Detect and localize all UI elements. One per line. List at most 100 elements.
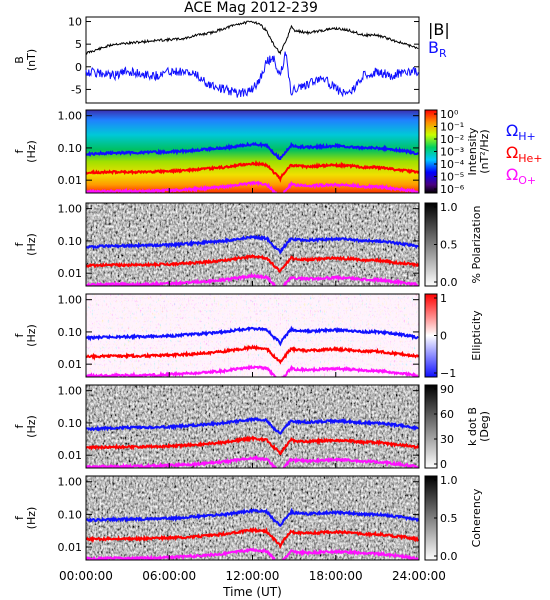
colorbar-tick-label: 30 [440,433,454,446]
gyrofrequency-line [86,526,419,550]
panel-polarization: 1.00 0.10 0.01 f (Hz) 1.0 0.5 0.0 % Polarization [13,201,483,289]
gyrofrequency-line [86,435,419,456]
y-tick-label: 1.00 [58,385,83,398]
y-tick-label: 0.01 [58,174,83,187]
legend-entry: ΩH+ [506,121,536,143]
gyrofrequency-line [86,364,419,377]
spectrogram-image [86,476,419,560]
legend-entry: BR [428,38,447,60]
x-axis-label: Time (UT) [222,585,282,599]
y-tick-label: 0.01 [58,358,83,371]
y-axis-label: (nT) [25,49,38,71]
legend-entry: ΩHe+ [506,143,543,165]
x-tick-label: 12:00:00 [226,569,280,583]
y-tick-label: 0.01 [58,449,83,462]
spectrogram-image [86,110,419,193]
x-tick-label: 00:00:00 [59,569,113,583]
legend-entry: |B| [428,20,450,39]
colorbar-tick-label: 60 [440,408,454,421]
y-tick-label: 0.01 [58,541,83,554]
legend-subscript: He+ [518,152,542,165]
y-tick-label: 0.01 [58,267,83,280]
y-tick-label: 0.10 [58,508,83,521]
figure-title: ACE Mag 2012-239 [184,0,318,16]
gyrofrequency-line [86,141,419,160]
y-axis-label: (Hz) [25,507,38,530]
gyrofrequency-line [86,325,419,347]
legend-label: Ω [506,121,518,140]
x-tick-label: 24:00:00 [392,569,446,583]
colorbar-tick-label: 10⁻⁴ [440,158,465,171]
y-tick-label: 1.00 [58,294,83,307]
gyrofrequency-line [86,272,419,286]
colorbar-label: Ellipticity [470,310,483,361]
y-axis-label: f [13,241,26,246]
y-tick-label: 1.00 [58,203,83,216]
gyrofrequency-line [86,234,419,255]
colorbar-tick-label: 10⁻³ [440,146,464,159]
y-tick-label: -5 [71,83,82,96]
y-tick-label: 5 [75,38,82,51]
series-line-b-magnitude [85,20,419,56]
colorbar-tick-label: 0 [440,330,447,343]
colorbar-label: (Deg) [478,411,491,442]
legend-subscript: R [439,47,447,60]
y-axis-label: (Hz) [25,415,38,438]
y-axis-label: f [13,423,26,428]
colorbar-tick-label: 1.0 [440,201,458,214]
panel-intensity: 1.00 0.10 0.01 f (Hz) 10⁰10⁻¹10⁻²10⁻³10⁻⁴10⁻⁵… [13,108,543,196]
y-axis-label: f [13,332,26,337]
panel-ellipticity: 1.00 0.10 0.01 f (Hz) 1 0 −1 Ellipticity [13,292,483,380]
colorbar-label: Intensity [466,127,479,175]
y-axis-label: (Hz) [25,140,38,163]
spectrogram-image [86,294,419,377]
colorbar-tick-label: 10⁻⁶ [440,183,465,196]
y-tick-label: 1.00 [58,110,83,123]
series-line-b-r [85,51,419,98]
gyrofrequency-line [86,455,419,468]
colorbar-label: Coherency [470,488,483,547]
legend-label: Ω [506,143,518,162]
colorbar [424,384,438,469]
legend-entry: ΩO+ [506,165,536,187]
colorbar-tick-label: 90 [440,383,454,396]
x-tick-label: 06:00:00 [142,569,196,583]
colorbar-tick-label: 0.0 [440,276,458,289]
y-tick-label: 0 [75,61,82,74]
colorbar-label: % Polarization [470,206,483,284]
y-axis-label: (Hz) [25,324,38,347]
legend-label: Ω [506,165,518,184]
y-axis-label: f [13,148,26,153]
y-tick-label: 0.10 [58,142,83,155]
spectrogram-image [86,385,419,468]
spectrogram-fill [86,110,419,193]
y-axis-label: (Hz) [25,233,38,256]
colorbar-tick-label: 1.0 [440,474,458,487]
legend-label: B [428,38,439,57]
colorbar-tick-label: 10⁻⁵ [440,171,464,184]
spectrogram-image [86,203,419,286]
colorbar-label: (nT²/Hz) [478,129,491,173]
x-tick-label: 18:00:00 [309,569,363,583]
gyrofrequency-line [86,344,419,365]
y-tick-label: 0.10 [58,417,83,430]
time-axis: 00:00:00 06:00:00 12:00:00 18:00:00 24:00:00… [59,569,446,599]
colorbar-tick-label: 0.0 [440,550,458,563]
colorbar-tick-label: 10⁰ [440,108,459,121]
colorbar-tick-label: 0 [440,458,447,471]
colorbar-label: k dot B [466,407,479,446]
legend-subscript: O+ [518,174,536,187]
colorbar-tick-label: 10⁻² [440,133,464,146]
colorbar-tick-label: 0.5 [440,512,458,525]
legend-subscript: H+ [518,130,536,143]
colorbar-tick-label: 10⁻¹ [440,121,464,134]
panel-k-dot-b: 1.00 0.10 0.01 f (Hz) 90 60 30 0 k dot B (Deg) [13,383,491,471]
legend-label: |B| [428,20,450,39]
gyrofrequency-line [86,180,419,193]
y-axis-label: f [13,515,26,520]
gyrofrequency-line [86,159,419,183]
gyrofrequency-line [86,253,419,274]
panel-coherency: 1.00 0.10 0.01 f (Hz) 1.0 0.5 0.0 Coherency [13,474,483,563]
gyrofrequency-line [86,507,419,527]
